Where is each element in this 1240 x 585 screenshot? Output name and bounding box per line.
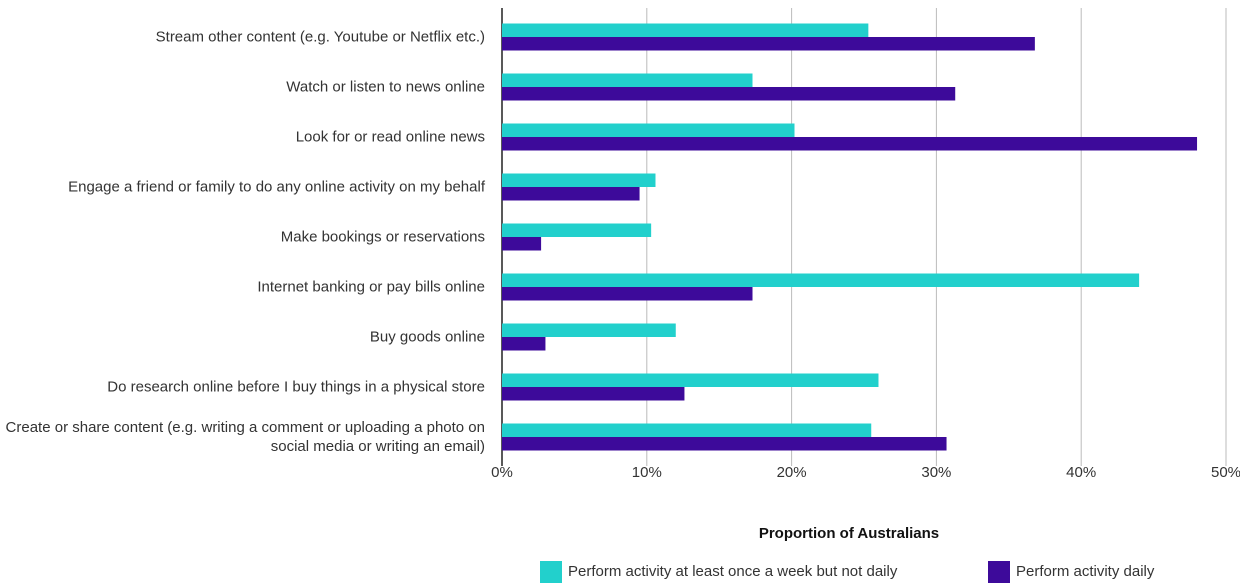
y-tick-label: Internet banking or pay bills online	[257, 278, 485, 296]
bar	[502, 187, 640, 201]
bar	[502, 137, 1198, 151]
bar	[502, 87, 956, 101]
x-tick-label: 0%	[491, 464, 513, 481]
y-tick-label: Create or share content (e.g. writing a …	[5, 419, 485, 455]
x-tick-label: 40%	[1066, 464, 1096, 481]
bar	[502, 287, 753, 301]
x-axis-title: Proportion of Australians	[759, 525, 939, 542]
legend-label: Perform activity daily	[1016, 563, 1155, 580]
bar	[502, 37, 1035, 51]
x-tick-label: 50%	[1211, 464, 1240, 481]
y-tick-label: Engage a friend or family to do any onli…	[68, 178, 485, 196]
bar	[502, 223, 652, 237]
legend-swatch	[540, 561, 562, 583]
bar	[502, 237, 542, 251]
y-tick-label: Buy goods online	[369, 328, 485, 346]
bar	[502, 387, 685, 401]
bar	[502, 123, 795, 137]
legend-label: Perform activity at least once a week bu…	[568, 563, 898, 580]
bar	[502, 173, 656, 187]
legend-swatch	[988, 561, 1010, 583]
y-tick-label: Do research online before I buy things i…	[107, 378, 485, 396]
x-tick-label: 30%	[921, 464, 951, 481]
y-tick-label: Make bookings or reservations	[280, 228, 485, 246]
bar	[502, 323, 676, 337]
bar	[502, 23, 869, 37]
bar	[502, 73, 753, 87]
bar	[502, 423, 872, 437]
x-tick-label: 20%	[777, 464, 807, 481]
bar	[502, 373, 879, 387]
x-tick-label: 10%	[632, 464, 662, 481]
bar	[502, 337, 546, 351]
y-tick-label: Watch or listen to news online	[286, 78, 485, 96]
bar	[502, 437, 947, 451]
bar	[502, 273, 1140, 287]
y-tick-label: Stream other content (e.g. Youtube or Ne…	[155, 28, 485, 46]
y-tick-label: Look for or read online news	[295, 128, 485, 146]
